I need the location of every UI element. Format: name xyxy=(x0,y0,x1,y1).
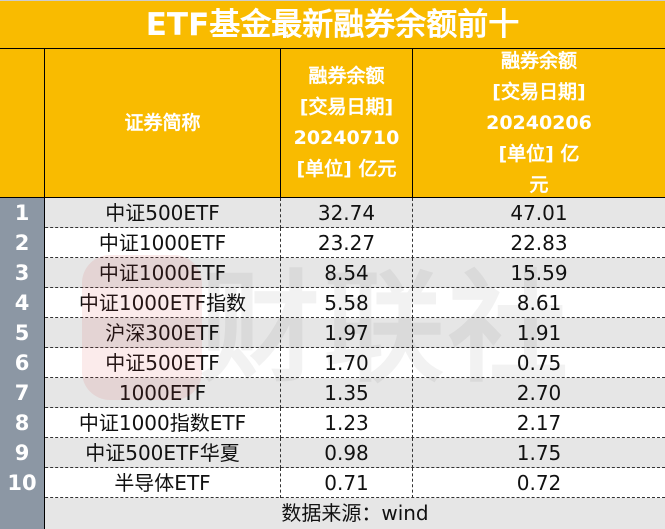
row-index: 4 xyxy=(0,288,44,318)
balance-20240710: 5.58 xyxy=(280,288,412,318)
balance-20240206: 47.01 xyxy=(412,198,665,228)
row-index: 8 xyxy=(0,408,44,438)
footer-row: 数据来源：wind xyxy=(0,498,665,529)
row-index: 3 xyxy=(0,258,44,288)
table-row: 2 中证1000ETF 23.27 22.83 xyxy=(0,228,665,258)
security-name: 沪深300ETF xyxy=(44,318,280,348)
header-col3-line: 融券余额 xyxy=(500,49,577,72)
balance-20240710: 23.27 xyxy=(280,228,412,258)
balance-20240710: 0.98 xyxy=(280,438,412,468)
table-row: 3 中证1000ETF 8.54 15.59 xyxy=(0,258,665,288)
balance-20240206: 15.59 xyxy=(412,258,665,288)
row-index: 1 xyxy=(0,198,44,228)
security-name: 中证500ETF xyxy=(44,348,280,378)
balance-20240710: 1.23 xyxy=(280,408,412,438)
balance-20240206: 0.75 xyxy=(412,348,665,378)
balance-20240710: 32.74 xyxy=(280,198,412,228)
header-col3-line: [交易日期] xyxy=(492,80,586,103)
security-name: 中证500ETF xyxy=(44,198,280,228)
balance-20240206: 1.91 xyxy=(412,318,665,348)
balance-20240206: 1.75 xyxy=(412,438,665,468)
table-row: 9 中证500ETF华夏 0.98 1.75 xyxy=(0,438,665,468)
row-index: 6 xyxy=(0,348,44,378)
security-name: 中证1000ETF xyxy=(44,228,280,258)
balance-20240206: 0.72 xyxy=(412,468,665,498)
table-row: 8 中证1000指数ETF 1.23 2.17 xyxy=(0,408,665,438)
security-name: 中证1000ETF xyxy=(44,258,280,288)
header-col2-line: 20240710 xyxy=(293,127,400,149)
header-col3-line: [单位] 亿 xyxy=(498,142,580,165)
balance-20240206: 2.17 xyxy=(412,408,665,438)
row-index: 9 xyxy=(0,438,44,468)
balance-20240710: 1.97 xyxy=(280,318,412,348)
footer-index xyxy=(0,498,44,529)
security-name: 中证1000ETF指数 xyxy=(44,288,280,318)
row-index: 5 xyxy=(0,318,44,348)
data-source: 数据来源：wind xyxy=(44,498,665,529)
row-index: 2 xyxy=(0,228,44,258)
table-title: ETF基金最新融券余额前十 xyxy=(0,0,665,48)
balance-20240710: 0.71 xyxy=(280,468,412,498)
table-row: 5 沪深300ETF 1.97 1.91 xyxy=(0,318,665,348)
security-name: 中证500ETF华夏 xyxy=(44,438,280,468)
header-col2: 融券余额 [交易日期] 20240710 [单位] 亿元 xyxy=(280,48,412,198)
row-index: 7 xyxy=(0,378,44,408)
header-col2-line: 融券余额 xyxy=(308,65,385,87)
security-name: 1000ETF xyxy=(44,378,280,408)
header-index xyxy=(0,48,44,198)
header-col2-line: [交易日期] xyxy=(299,96,394,118)
table-row: 1 中证500ETF 32.74 47.01 xyxy=(0,198,665,228)
row-index: 10 xyxy=(0,468,44,498)
security-name: 中证1000指数ETF xyxy=(44,408,280,438)
header-col3-line: 20240206 xyxy=(486,111,592,134)
table-row: 7 1000ETF 1.35 2.70 xyxy=(0,378,665,408)
balance-20240710: 1.70 xyxy=(280,348,412,378)
balance-20240710: 1.35 xyxy=(280,378,412,408)
table-row: 10 半导体ETF 0.71 0.72 xyxy=(0,468,665,498)
balance-20240206: 8.61 xyxy=(412,288,665,318)
header-col2-line: [单位] 亿元 xyxy=(296,158,397,180)
header-name: 证券简称 xyxy=(44,48,280,198)
balance-20240206: 2.70 xyxy=(412,378,665,408)
table-row: 4 中证1000ETF指数 5.58 8.61 xyxy=(0,288,665,318)
header-col3-line: 元 xyxy=(529,173,549,196)
balance-20240710: 8.54 xyxy=(280,258,412,288)
header-col3: 融券余额 [交易日期] 20240206 [单位] 亿 元 xyxy=(412,48,665,198)
security-name: 半导体ETF xyxy=(44,468,280,498)
balance-20240206: 22.83 xyxy=(412,228,665,258)
table-row: 6 中证500ETF 1.70 0.75 xyxy=(0,348,665,378)
